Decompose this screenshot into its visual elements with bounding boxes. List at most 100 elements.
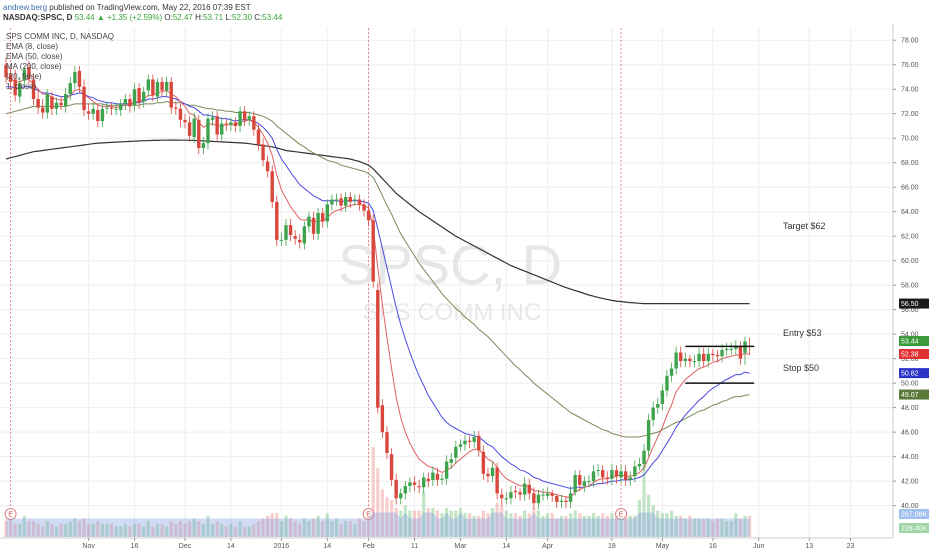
volume-bar bbox=[142, 526, 146, 537]
candles bbox=[4, 57, 750, 510]
stop-annotation: Stop $50 bbox=[783, 363, 819, 373]
volume-bar bbox=[197, 521, 201, 537]
candle-body bbox=[4, 64, 8, 77]
volume-bar bbox=[660, 513, 664, 537]
volume-bar bbox=[128, 526, 132, 537]
candle-body bbox=[660, 390, 665, 404]
candle-body bbox=[128, 99, 132, 107]
volume-bar bbox=[266, 515, 270, 537]
candle-body bbox=[353, 199, 357, 201]
candle-body bbox=[293, 236, 297, 239]
volume-bar bbox=[651, 505, 655, 537]
volume-label-box bbox=[899, 509, 929, 519]
volume-bar bbox=[564, 515, 568, 537]
volume-bar bbox=[472, 515, 476, 537]
candle-body bbox=[321, 212, 325, 222]
volume-bar bbox=[619, 518, 623, 537]
candle-body bbox=[536, 494, 541, 504]
volume-bar bbox=[210, 523, 215, 537]
legend-indicator-4[interactable]: (20, false) bbox=[6, 72, 42, 81]
candle-body bbox=[41, 107, 45, 113]
candle-body bbox=[734, 346, 738, 349]
earnings-letter: E bbox=[619, 512, 624, 519]
volume-bar bbox=[307, 521, 311, 537]
volume-bar bbox=[146, 521, 150, 537]
volume-bar bbox=[509, 513, 513, 537]
candle-body bbox=[458, 444, 463, 447]
target-annotation: Target $62 bbox=[783, 221, 826, 231]
candle-body bbox=[669, 368, 674, 376]
candle-body bbox=[527, 484, 531, 494]
price-tick-label: 64.00 bbox=[901, 209, 919, 216]
volume-bar bbox=[591, 513, 596, 537]
candle-body bbox=[91, 108, 95, 114]
volume-bar bbox=[412, 510, 417, 537]
volume-bar bbox=[288, 518, 293, 537]
candle-body bbox=[550, 493, 554, 496]
candle-body bbox=[743, 341, 747, 353]
candle-body bbox=[495, 467, 499, 494]
candle-body bbox=[587, 481, 591, 483]
legend-ema50[interactable]: EMA (50, close) bbox=[6, 52, 63, 61]
candle-body bbox=[633, 466, 637, 477]
candle-body bbox=[215, 116, 219, 135]
candle-body bbox=[330, 199, 334, 205]
volume-bar bbox=[665, 513, 669, 537]
volume-bar bbox=[403, 505, 407, 537]
volume-bar bbox=[582, 515, 586, 537]
time-axis[interactable]: Nov 16 Dec 14 2016 14 Feb 11 Mar 14 Apr 18 May 16 Jun 1… bbox=[82, 538, 855, 550]
author-link[interactable]: andrew.berg bbox=[3, 3, 48, 12]
candle-body bbox=[628, 477, 632, 480]
price-axis[interactable]: 40.00 42.00 44.00 46.00 48.00 50.00 52.00 54.00… bbox=[893, 38, 919, 510]
candle-body bbox=[284, 225, 288, 240]
volume-bar bbox=[674, 515, 678, 537]
volume-bar bbox=[188, 521, 192, 537]
volume-bar bbox=[371, 447, 375, 537]
candle-body bbox=[8, 74, 13, 82]
legend-indicator-5[interactable]: 1, close) bbox=[6, 82, 37, 91]
volume-bar bbox=[73, 518, 77, 537]
volume-bar bbox=[114, 526, 118, 537]
volume-bar bbox=[247, 526, 251, 537]
price-change: ▲ +1.35 (+2.59%) bbox=[96, 13, 163, 22]
chart-grid bbox=[0, 24, 894, 539]
volume-bar bbox=[747, 515, 752, 537]
candle-body bbox=[532, 493, 536, 504]
candle-body bbox=[247, 116, 251, 120]
volume-bar bbox=[692, 518, 697, 537]
candle-body bbox=[706, 353, 710, 362]
volume-ma-area bbox=[6, 512, 750, 537]
volume-bar bbox=[481, 510, 485, 537]
candle-body bbox=[325, 204, 329, 222]
earnings-letter: E bbox=[8, 512, 13, 519]
price-tick-label: 46.00 bbox=[901, 430, 919, 437]
candle-body bbox=[697, 353, 701, 362]
volume-bar bbox=[137, 523, 141, 537]
legend-ema8[interactable]: EMA (8, close) bbox=[6, 42, 58, 51]
volume-bar bbox=[417, 510, 421, 537]
candle-body bbox=[421, 477, 426, 488]
candle-body bbox=[513, 490, 518, 493]
candle-body bbox=[646, 419, 651, 451]
legend-ma200[interactable]: MA (200, close) bbox=[6, 62, 62, 71]
time-tick-label: 16 bbox=[131, 543, 139, 550]
candle-body bbox=[183, 119, 187, 123]
candle-body bbox=[688, 358, 692, 362]
volume-bar bbox=[87, 523, 91, 537]
volume-bar bbox=[105, 523, 109, 537]
candle-body bbox=[77, 70, 82, 87]
price-label-text: 50.82 bbox=[901, 371, 919, 378]
price-labels: 56.50 53.44 52.38 50.82 49.07 267.08K 226.40K bbox=[899, 298, 929, 533]
volume-bars bbox=[4, 447, 752, 537]
candle-body bbox=[417, 486, 421, 488]
volume-bar bbox=[541, 515, 545, 537]
volume-bar bbox=[353, 523, 357, 537]
candle-body bbox=[160, 81, 164, 91]
candle-body bbox=[50, 96, 54, 109]
candle-body bbox=[137, 88, 141, 103]
volume-bar bbox=[467, 513, 472, 537]
ma200-line bbox=[5, 139, 750, 305]
price-label-text: 52.38 bbox=[901, 352, 919, 359]
candle-body bbox=[59, 102, 63, 106]
